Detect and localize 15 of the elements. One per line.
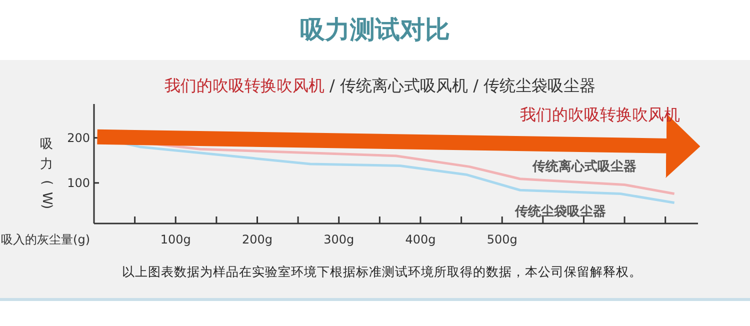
series-label: 我们的吹吸转换吹风机 [520,104,680,124]
x-tick-label: 200g [242,232,273,246]
series-label: 传统尘袋吸尘器 [514,204,606,220]
y-axis-title: 吸力(W) [39,137,54,210]
x-tick-label: 100g [160,232,191,246]
y-tick-label: 200 [67,130,90,145]
x-tick-label: 400g [405,232,436,246]
y-tick-label: 100 [67,176,90,190]
chart-title: 吸力测试对比 [300,15,450,44]
chart-subtitle: 我们的吹吸转换吹风机 / 传统离心式吸风机 / 传统尘袋吸尘器 [164,76,596,95]
x-tick-label: 300g [324,232,354,246]
x-tick-label: 500g [486,232,518,246]
x-axis-title: 吸入的灰尘量(g) [1,232,90,246]
text: 以上图表数据为样品在实验室环境下根据标准测试环境所取得的数据，本公司保留解释权。 [122,264,642,279]
series-label: 传统离心式吸尘器 [532,158,637,175]
